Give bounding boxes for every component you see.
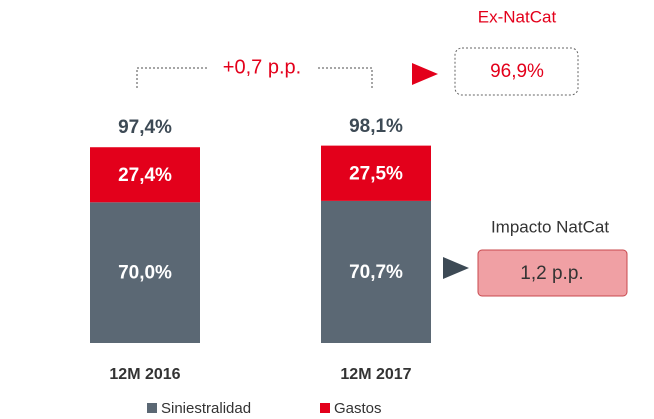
total-label: 98,1%	[349, 116, 403, 137]
x-tick-label: 12M 2016	[109, 366, 180, 383]
natcat-box	[477, 249, 628, 297]
bar-segment	[90, 202, 200, 343]
value-label: 70,0%	[118, 263, 172, 284]
legend-label: Gastos	[334, 400, 382, 417]
bar-segment	[321, 145, 431, 201]
arrow	[443, 257, 469, 279]
total-label: 97,4%	[118, 117, 172, 138]
bar-segment	[90, 147, 200, 203]
difference-label: +0,7 p.p.	[223, 56, 301, 78]
value-label: 27,4%	[118, 165, 172, 186]
value-label: 70,7%	[349, 262, 403, 283]
ex-natcat-value: 96,9%	[490, 61, 544, 82]
ex-natcat-box	[454, 47, 579, 96]
natcat-value: 1,2 p.p.	[520, 263, 583, 284]
arrow	[412, 63, 438, 85]
legend-label: Siniestralidad	[161, 400, 251, 417]
legend-swatch	[320, 403, 330, 413]
bar-segment	[321, 200, 431, 343]
x-tick-label: 12M 2017	[340, 366, 411, 383]
legend-swatch	[147, 403, 157, 413]
value-label: 27,5%	[349, 163, 403, 184]
natcat-label: Impacto NatCat	[491, 217, 609, 236]
difference-bracket	[136, 67, 373, 88]
ex-natcat-label: Ex-NatCat	[478, 7, 557, 26]
